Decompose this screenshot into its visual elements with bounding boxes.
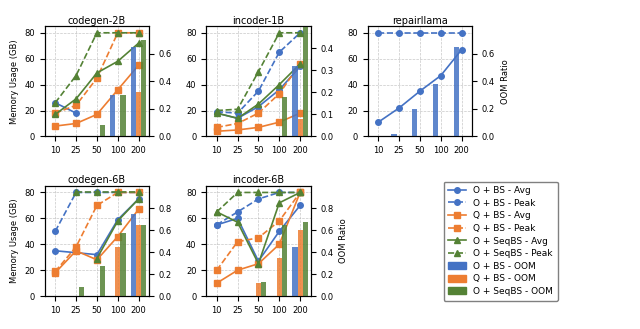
Y-axis label: Memory Usage (GB): Memory Usage (GB) <box>10 199 19 283</box>
Y-axis label: OOM Ratio: OOM Ratio <box>339 219 348 264</box>
Bar <box>79 287 84 296</box>
Bar <box>99 125 105 137</box>
Bar <box>391 134 397 137</box>
Bar <box>292 246 298 296</box>
Bar <box>141 224 147 296</box>
Bar <box>115 246 120 296</box>
Bar <box>261 282 266 296</box>
Bar <box>276 258 282 296</box>
Y-axis label: Memory Usage (GB): Memory Usage (GB) <box>10 39 19 124</box>
Bar <box>298 230 303 296</box>
Bar <box>131 214 136 296</box>
Bar <box>120 233 125 296</box>
Bar <box>454 47 459 137</box>
Bar <box>282 97 287 137</box>
Title: codegen-6B: codegen-6B <box>68 175 126 185</box>
Bar <box>110 95 115 137</box>
Bar <box>433 84 438 137</box>
Bar <box>141 40 147 137</box>
Bar <box>303 222 308 296</box>
Title: codegen-2B: codegen-2B <box>68 15 126 26</box>
Bar <box>131 47 136 137</box>
Bar <box>136 224 141 296</box>
Bar <box>120 95 125 137</box>
Title: incoder-1B: incoder-1B <box>232 15 285 26</box>
Bar <box>292 66 298 137</box>
Bar <box>256 283 261 296</box>
Bar <box>303 4 308 137</box>
Bar <box>282 224 287 296</box>
Title: repairllama: repairllama <box>392 15 448 26</box>
Bar <box>136 92 141 137</box>
Bar <box>412 109 417 137</box>
Bar <box>298 119 303 137</box>
Y-axis label: OOM Ratio: OOM Ratio <box>500 59 509 104</box>
Title: incoder-6B: incoder-6B <box>232 175 285 185</box>
Bar <box>99 266 105 296</box>
Legend: O + BS - Avg, O + BS - Peak, Q + BS - Avg, Q + BS - Peak, O + SeqBS - Avg, O + S: O + BS - Avg, O + BS - Peak, Q + BS - Av… <box>444 182 558 300</box>
